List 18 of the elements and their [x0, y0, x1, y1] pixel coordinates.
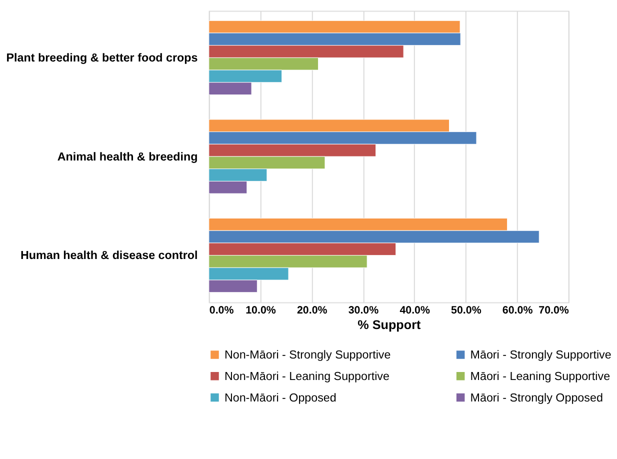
- x-tick-label: 30.0%: [348, 304, 380, 316]
- y-tick-label: Animal health & breeding: [57, 150, 198, 164]
- x-axis-title: % Support: [358, 318, 422, 332]
- x-tick-label: 50.0%: [451, 304, 482, 316]
- x-tick-label: 40.0%: [400, 304, 430, 316]
- x-tick-label: 0.0%: [209, 304, 234, 316]
- legend-label: Non-Māori - Opposed: [224, 391, 336, 404]
- legend-label: Māori - Leaning Supportive: [470, 370, 610, 383]
- legend-label: Māori - Strongly Opposed: [470, 391, 603, 404]
- legend-label: Non-Māori - Leaning Supportive: [224, 370, 390, 383]
- legend-label: Māori - Strongly Supportive: [470, 348, 612, 362]
- y-tick-label: Human health & disease control: [20, 249, 198, 262]
- x-tick-label: 20.0%: [296, 304, 328, 316]
- y-tick-label: Plant breeding & better food crops: [6, 52, 198, 65]
- x-tick-label: 60.0%: [502, 304, 534, 316]
- x-tick-label: 10.0%: [246, 304, 276, 316]
- legend-label: Non-Māori - Strongly Supportive: [224, 348, 391, 362]
- x-tick-label: 70.0%: [538, 304, 570, 316]
